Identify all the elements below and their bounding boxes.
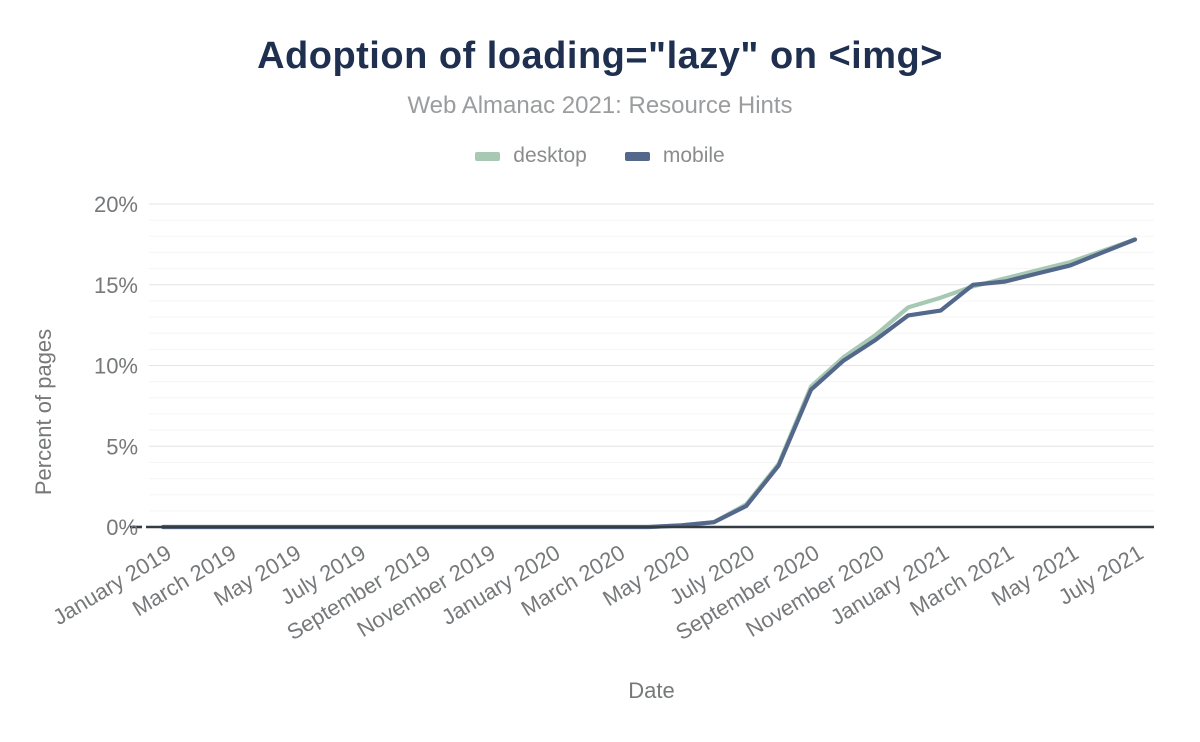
legend-item-mobile[interactable]: mobile	[624, 144, 725, 168]
x-tick-label: May 2019	[209, 540, 305, 611]
legend-label-mobile: mobile	[662, 144, 725, 167]
x-tick-label: May 2021	[987, 540, 1083, 611]
x-tick-label: March 2020	[517, 540, 629, 621]
y-tick-label: 0%	[106, 515, 138, 540]
x-tick-label: May 2020	[598, 540, 694, 611]
x-tick-label: July 2020	[665, 540, 759, 610]
x-tick-label: July 2019	[276, 540, 370, 610]
x-tick-label: March 2021	[906, 540, 1018, 621]
x-tick-label: September 2020	[671, 540, 823, 645]
mobile-series-swatch-icon	[624, 151, 650, 161]
chart-title: Adoption of loading="lazy" on <img>	[257, 35, 943, 77]
x-tick-label: January 2020	[437, 540, 564, 630]
mobile-series-line[interactable]	[160, 237, 1138, 530]
x-axis-title: Date	[628, 678, 675, 703]
chart-subtitle: Web Almanac 2021: Resource Hints	[407, 92, 793, 119]
x-tick-label: November 2020	[741, 540, 888, 642]
y-tick-label: 15%	[94, 273, 138, 298]
desktop-series-line[interactable]	[160, 237, 1138, 530]
x-tick-label: November 2019	[353, 540, 500, 642]
legend: desktop mobile	[0, 144, 1200, 168]
x-tick-label: March 2019	[128, 540, 240, 621]
desktop-series-swatch-icon	[475, 151, 501, 161]
y-tick-label: 5%	[106, 434, 138, 459]
x-tick-label: January 2019	[48, 540, 175, 630]
x-tick-label: September 2019	[282, 540, 434, 645]
legend-item-desktop[interactable]: desktop	[475, 144, 587, 168]
y-tick-label: 10%	[94, 354, 138, 379]
y-axis-title: Percent of pages	[31, 328, 56, 496]
x-tick-label: January 2021	[826, 540, 953, 630]
legend-label-desktop: desktop	[513, 144, 587, 167]
x-tick-label: July 2021	[1054, 540, 1148, 610]
y-tick-label: 20%	[94, 192, 138, 217]
